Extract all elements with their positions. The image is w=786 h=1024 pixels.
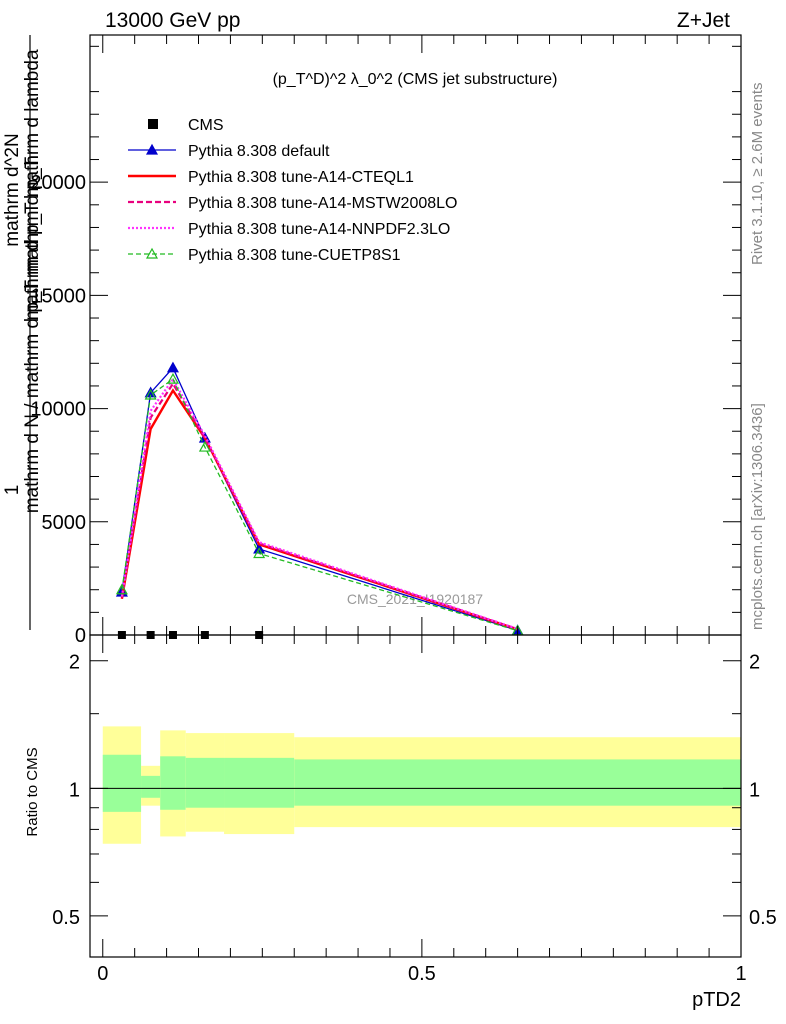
inner-band	[185, 757, 225, 808]
legend-item-cms: CMS	[148, 117, 224, 134]
x-tick-label: 1	[735, 963, 746, 985]
ratio-y-tick-label: 2	[69, 652, 80, 674]
inner-band	[224, 757, 295, 808]
legend-item-cuetp: Pythia 8.308 tune-CUETP8S1	[128, 247, 401, 264]
legend-item-mstw: Pythia 8.308 tune-A14-MSTW2008LO	[128, 195, 457, 212]
legend-label: Pythia 8.308 tune-A14-CTEQL1	[188, 169, 414, 186]
legend-label: CMS	[188, 117, 224, 134]
y-axis-label-line: mathrm d N / mathrm d p_T mathrm d p_T	[22, 156, 43, 513]
default-line	[121, 366, 518, 632]
legend-label: Pythia 8.308 tune-A14-MSTW2008LO	[188, 195, 457, 212]
legend-label: Pythia 8.308 tune-CUETP8S1	[188, 247, 401, 264]
ratio-y-axis-label: Ratio to CMS	[24, 747, 41, 836]
cuetp-point	[115, 583, 128, 595]
ratio-panel: 0.5 0.5 1 1 2 2 0 0.5 1 Ratio to CMS pTD2	[24, 634, 777, 1011]
main-y-axis-label: 1 mathrm d N / mathrm d p_T mathrm d p_Tm…	[2, 35, 43, 630]
inner-band	[160, 756, 186, 810]
cuetp-point	[144, 388, 157, 400]
x-tick-label: 0.5	[408, 963, 436, 985]
legend-marker-cuetp	[145, 247, 159, 259]
main-axis-ticks: 0 5000 10000 15000 20000	[30, 35, 742, 647]
ratio-y-tick-label: 0.5	[52, 907, 80, 929]
series-cuetp	[115, 372, 524, 636]
legend: CMS Pythia 8.308 default Pythia 8.308 tune…	[128, 117, 457, 264]
inner-band	[141, 775, 161, 798]
x-tick-label: 0	[97, 963, 108, 985]
inner-band	[294, 759, 741, 806]
watermark: CMS_2021_I1920187	[347, 591, 483, 607]
legend-label: Pythia 8.308 default	[188, 143, 330, 160]
nnpdf-line	[120, 377, 518, 630]
cuetp-point	[166, 372, 179, 384]
main-series-group	[115, 361, 524, 639]
cuetp-line	[121, 378, 518, 632]
y-tick-label: 5000	[42, 512, 87, 534]
y-axis-label-line: 1	[2, 485, 23, 496]
ratio-y-tick-label-right: 2	[749, 652, 760, 674]
y-tick-label: 0	[75, 625, 86, 647]
series-nnpdf	[120, 377, 518, 630]
header-left: 13000 GeV pp	[105, 9, 240, 32]
cuetp-point	[253, 547, 266, 559]
ratio-uncertainty-bands	[102, 726, 741, 844]
y-tick-label: 20000	[30, 172, 86, 194]
ratio-y-tick-label-right: 1	[749, 779, 760, 801]
legend-label: Pythia 8.308 tune-A14-NNPDF2.3LO	[188, 221, 450, 238]
legend-item-cteql1: Pythia 8.308 tune-A14-CTEQL1	[128, 169, 414, 186]
legend-item-nnpdf: Pythia 8.308 tune-A14-NNPDF2.3LO	[128, 221, 450, 238]
header-right: Z+Jet	[677, 9, 730, 32]
default-point	[166, 361, 179, 373]
ratio-axis-ticks: 0.5 0.5 1 1 2 2 0 0.5 1	[52, 635, 777, 985]
series-mstw	[120, 381, 518, 631]
legend-item-default: Pythia 8.308 default	[128, 143, 330, 160]
x-axis-label: pTD2	[692, 989, 741, 1011]
inner-band	[102, 754, 142, 812]
rivet-version-label: Rivet 3.1.10, ≥ 2.6M events	[749, 83, 766, 266]
y-axis-label-line: mathrm d p_T mathrm d lambda	[22, 49, 43, 320]
plot-title: (p_T^D)^2 λ_0^2 (CMS jet substructure)	[273, 71, 558, 88]
ratio-y-tick-label: 1	[69, 779, 80, 801]
cuetp-point	[198, 440, 211, 452]
mstw-line	[120, 381, 518, 631]
ratio-frame	[89, 634, 742, 958]
ratio-y-tick-label-right: 0.5	[749, 907, 777, 929]
y-axis-label-line: mathrm d^2N	[2, 133, 23, 246]
mcplots-label: mcplots.cern.ch [arXiv:1306.3436]	[749, 403, 766, 630]
y-tick-label: 10000	[30, 399, 86, 421]
main-panel: CMS_2021_I1920187 0 5000 10000 15000 20000 (…	[2, 34, 742, 647]
legend-marker-default	[145, 143, 159, 155]
y-tick-label: 15000	[30, 285, 86, 307]
legend-marker-cms	[148, 119, 158, 129]
